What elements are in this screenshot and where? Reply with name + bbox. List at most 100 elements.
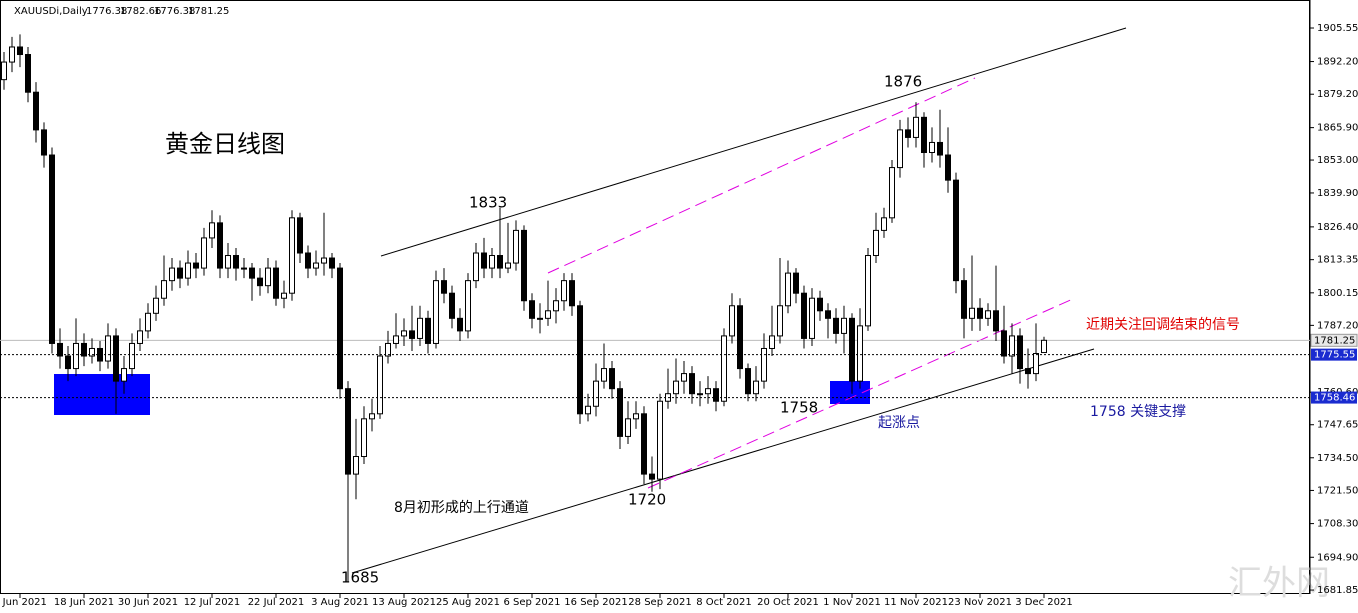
- candle-body: [857, 325, 863, 382]
- candle-body: [265, 267, 271, 287]
- candle-body: [449, 292, 455, 319]
- candle-body: [121, 368, 127, 382]
- level-tag: [1311, 391, 1357, 404]
- candle-body: [9, 46, 15, 63]
- candle-body: [817, 297, 823, 312]
- candle-body: [913, 116, 919, 138]
- annotation: 1685: [341, 569, 379, 587]
- y-tick-label: 1694.90: [1317, 552, 1358, 563]
- candle-body: [1017, 335, 1023, 370]
- candle-body: [593, 380, 599, 407]
- x-tick-label: 12 Jul 2021: [184, 597, 241, 608]
- candle-body: [297, 217, 303, 254]
- candle-body: [689, 373, 695, 395]
- candle-body: [137, 330, 143, 344]
- candle-body: [969, 307, 975, 319]
- candle-body: [217, 222, 223, 269]
- candle-body: [257, 277, 263, 287]
- annotation: 近期关注回调结束的信号: [1086, 317, 1240, 333]
- candle-body: [649, 473, 655, 480]
- candle-body: [1001, 330, 1007, 357]
- candle-body: [305, 252, 311, 269]
- candle-body: [673, 380, 679, 395]
- candle-body: [345, 388, 351, 475]
- candle-body: [561, 280, 567, 302]
- candle-body: [129, 342, 135, 370]
- candle-body: [41, 129, 47, 156]
- candle-body: [377, 355, 383, 415]
- y-tick-label: 1839.90: [1317, 188, 1358, 199]
- candle-body: [601, 368, 607, 382]
- candle-body: [273, 267, 279, 299]
- candle-body: [865, 255, 871, 327]
- x-tick-label: 13 Aug 2021: [372, 597, 436, 608]
- candle-body: [641, 413, 647, 475]
- candle-body: [361, 418, 367, 458]
- inner-upper: [547, 77, 976, 274]
- candle-body: [33, 91, 39, 131]
- x-tick-label: 22 Jul 2021: [248, 597, 305, 608]
- candle-body: [833, 317, 839, 334]
- candle-body: [881, 217, 887, 231]
- candle-body: [985, 310, 991, 319]
- candle-body: [521, 229, 527, 302]
- x-tick-label: 23 Nov 2021: [948, 597, 1012, 608]
- candle-body: [481, 252, 487, 269]
- candle-body: [929, 141, 935, 154]
- candle-body: [161, 280, 167, 299]
- support-box: [54, 374, 150, 415]
- candle-body: [801, 292, 807, 339]
- candle-body: [1009, 335, 1015, 357]
- annotation: 1720: [628, 491, 666, 509]
- candle-body: [937, 141, 943, 156]
- candle-body: [329, 257, 335, 269]
- x-tick-label: 1 Nov 2021: [823, 597, 881, 608]
- y-tick-label: 1892.20: [1317, 57, 1358, 68]
- annotation: 1876: [884, 73, 922, 91]
- candle-body: [785, 272, 791, 307]
- candle-body: [793, 272, 799, 294]
- candle-body: [873, 229, 879, 257]
- candle-body: [225, 255, 231, 269]
- candle-body: [89, 347, 95, 357]
- channel-upper: [380, 27, 1127, 257]
- candle-body: [49, 154, 55, 344]
- candle-body: [953, 179, 959, 282]
- candle-body: [321, 257, 327, 264]
- annotation: 1758 关键支撑: [1090, 404, 1186, 420]
- candle-body: [385, 342, 391, 357]
- candle-body: [185, 262, 191, 279]
- x-tick-label: 3 Aug 2021: [311, 597, 369, 608]
- annotation: 1833: [469, 194, 507, 212]
- y-tick-label: 1853.00: [1317, 155, 1358, 166]
- y-tick-label: 1787.20: [1317, 320, 1358, 331]
- candle-body: [417, 317, 423, 339]
- x-tick-label: 8 Oct 2021: [696, 597, 751, 608]
- header: XAUUSDi,Daily 1776.38 1782.66 1776.38 17…: [14, 6, 229, 17]
- candle-body: [1033, 353, 1039, 375]
- candle-body: [369, 413, 375, 420]
- candle-body: [113, 335, 119, 382]
- x-tick-label: 20 Oct 2021: [757, 597, 819, 608]
- candle-body: [233, 255, 239, 269]
- candle-body: [353, 456, 359, 475]
- y-tick-label: 1721.50: [1317, 485, 1358, 496]
- x-tick-label: 3 Dec 2021: [1015, 597, 1073, 608]
- candle-body: [889, 167, 895, 219]
- x-tick-label: 16 Sep 2021: [564, 597, 627, 608]
- candle-body: [897, 129, 903, 169]
- candle-body: [57, 342, 63, 357]
- y-tick-label: 1747.65: [1317, 420, 1358, 431]
- header-high: 1782.66: [120, 6, 161, 17]
- annotation: 1758: [780, 399, 818, 417]
- candle-body: [465, 280, 471, 332]
- y-tick-label: 1879.20: [1317, 89, 1358, 100]
- candle-body: [697, 393, 703, 396]
- candle-body: [713, 388, 719, 402]
- candle-body: [313, 262, 319, 269]
- candle-body: [289, 217, 295, 294]
- candle-body: [753, 380, 759, 395]
- candle-body: [609, 368, 615, 390]
- candle-body: [65, 355, 71, 370]
- header-low: 1776.38: [154, 6, 195, 17]
